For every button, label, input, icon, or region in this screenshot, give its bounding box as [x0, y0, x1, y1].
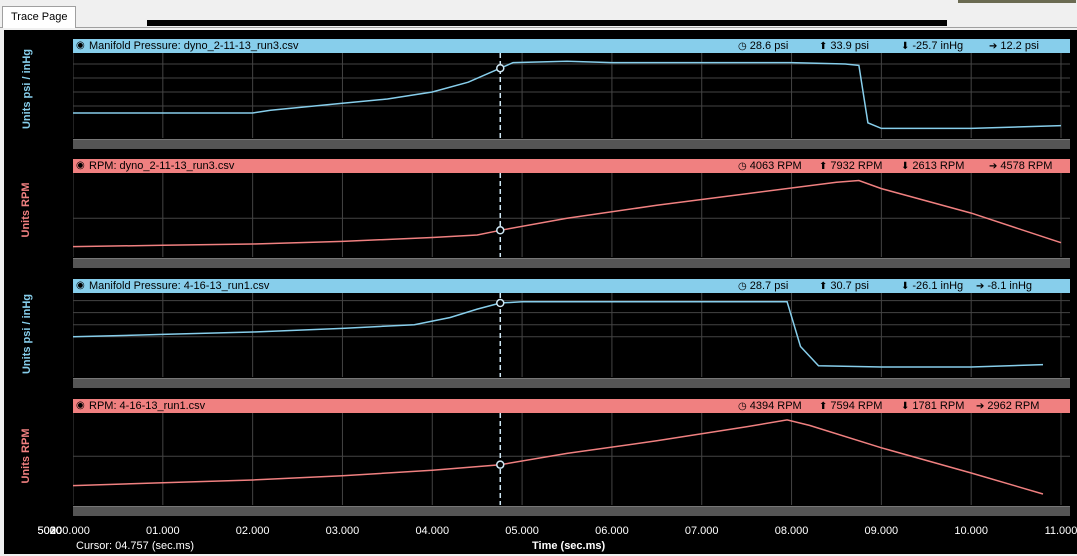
y-tick-label: 20 — [49, 525, 62, 537]
cursor-marker — [496, 298, 505, 308]
stat-cursor: 28.7 psi — [749, 280, 789, 292]
x-tick-label: 07.000 — [684, 525, 719, 537]
eye-icon[interactable]: ◉ — [76, 280, 85, 291]
arrow-up-icon: ⬆ — [819, 161, 828, 172]
panel-header[interactable]: ◉ RPM: 4-16-13_run1.csv ◷ 4394 RPM ⬆ 7594 … — [73, 399, 1070, 413]
eye-icon[interactable]: ◉ — [76, 160, 85, 171]
x-tick-label: 01.000 — [145, 525, 180, 537]
stat-avg: 4578 RPM — [1000, 160, 1053, 172]
panel-header[interactable]: ◉ Manifold Pressure: 4-16-13_run1.csv ◷ 2… — [73, 279, 1070, 293]
stat-avg: 2962 RPM — [987, 400, 1040, 412]
stat-min: -25.7 inHg — [912, 40, 964, 52]
y-tick-label: 5000 — [37, 525, 62, 537]
panel-title: RPM: 4-16-13_run1.csv — [89, 400, 206, 412]
series-line — [73, 301, 1044, 368]
corner-decoration — [958, 0, 1076, 3]
stat-cursor: 4063 RPM — [749, 160, 802, 172]
arrow-down-icon: ⬇ — [901, 161, 910, 172]
stat-cursor: 28.6 psi — [749, 40, 789, 52]
arrow-down-icon: ⬇ — [901, 41, 910, 52]
y-tick-label: 10 — [49, 525, 62, 537]
x-tick-label: 00.000 — [56, 525, 90, 537]
x-tick-label: 03.000 — [325, 525, 360, 537]
stat-avg: 12.2 psi — [1000, 40, 1039, 52]
stat-min: -26.1 inHg — [912, 280, 964, 292]
y-tick-label: 30 — [49, 525, 62, 537]
arrow-right-icon: ➔ — [976, 401, 985, 412]
clock-icon: ◷ — [738, 401, 747, 412]
stat-max: 7932 RPM — [830, 160, 883, 172]
y-tick-label: 10 — [49, 525, 62, 537]
panel-ylabel: Units psi / inHg — [21, 48, 33, 130]
plot-panel[interactable] — [73, 53, 1070, 138]
clock-icon: ◷ — [738, 281, 747, 292]
toolbar-strip — [147, 20, 947, 26]
panel-header[interactable]: ◉ RPM: dyno_2-11-13_run3.csv ◷ 4063 RPM ⬆… — [73, 159, 1070, 173]
x-axis-title: Time (sec.ms) — [532, 540, 606, 552]
stat-min: 2613 RPM — [912, 160, 965, 172]
clock-icon: ◷ — [738, 161, 747, 172]
panel-scrollbar[interactable] — [73, 378, 1070, 388]
x-tick-label: 04.000 — [415, 525, 450, 537]
cursor-marker — [496, 63, 505, 73]
panel-header[interactable]: ◉ Manifold Pressure: dyno_2-11-13_run3.c… — [73, 39, 1070, 53]
eye-icon[interactable]: ◉ — [76, 40, 85, 51]
y-tick-label: 20 — [49, 525, 62, 537]
series-line — [73, 60, 1062, 130]
x-tick-label: 02.000 — [235, 525, 270, 537]
arrow-down-icon: ⬇ — [901, 401, 910, 412]
panel-ylabel: Units RPM — [20, 428, 32, 484]
clock-icon: ◷ — [738, 41, 747, 52]
plot-panel[interactable] — [73, 413, 1070, 505]
x-tick-label: 05.000 — [505, 525, 539, 537]
y-tick-label: 5000 — [37, 525, 62, 537]
panel-scrollbar[interactable] — [73, 139, 1070, 149]
stat-max: 7594 RPM — [830, 400, 883, 412]
plot-panel[interactable] — [73, 173, 1070, 257]
stat-max: 30.7 psi — [830, 280, 869, 292]
x-tick-label: 10.000 — [954, 525, 988, 537]
cursor-marker — [496, 226, 505, 235]
stat-max: 33.9 psi — [830, 40, 869, 52]
panel-title: RPM: dyno_2-11-13_run3.csv — [89, 160, 235, 172]
panel-title: Manifold Pressure: dyno_2-11-13_run3.csv — [89, 40, 299, 52]
cursor-marker — [496, 460, 505, 469]
stat-min: 1781 RPM — [912, 400, 965, 412]
panel-ylabel: Units psi / inHg — [21, 293, 33, 375]
arrow-up-icon: ⬆ — [819, 41, 828, 52]
panel-scrollbar[interactable] — [73, 258, 1070, 268]
x-tick-label: 09.000 — [864, 525, 899, 537]
arrow-right-icon: ➔ — [976, 281, 985, 292]
arrow-down-icon: ⬇ — [901, 281, 910, 292]
arrow-up-icon: ⬆ — [819, 401, 828, 412]
panel-title: Manifold Pressure: 4-16-13_run1.csv — [89, 280, 270, 292]
y-tick-label: 30 — [49, 525, 62, 537]
panel-ylabel: Units RPM — [20, 182, 32, 238]
series-line — [73, 419, 1044, 495]
cursor-readout: Cursor: 04.757 (sec.ms) — [76, 540, 194, 552]
plot-panel[interactable] — [73, 293, 1070, 377]
stat-cursor: 4394 RPM — [749, 400, 802, 412]
panel-scrollbar[interactable] — [73, 506, 1070, 516]
stat-avg: -8.1 inHg — [987, 280, 1033, 292]
arrow-right-icon: ➔ — [989, 41, 998, 52]
arrow-right-icon: ➔ — [989, 161, 998, 172]
y-tick-label: 0 — [55, 525, 62, 537]
tab-trace-page[interactable]: Trace Page — [2, 6, 77, 28]
x-tick-label: 11.000 — [1044, 525, 1077, 537]
x-tick-label: 08.000 — [774, 525, 809, 537]
series-line — [73, 179, 1062, 248]
x-tick-label: 06.000 — [595, 525, 629, 537]
eye-icon[interactable]: ◉ — [76, 400, 85, 411]
arrow-up-icon: ⬆ — [819, 281, 828, 292]
y-tick-label: 0 — [55, 525, 62, 537]
